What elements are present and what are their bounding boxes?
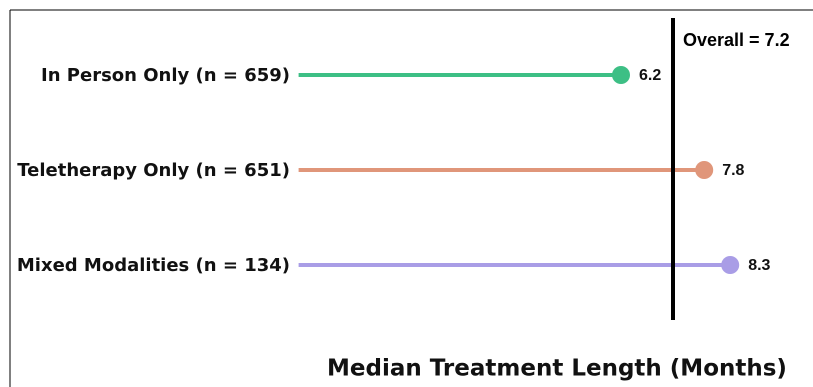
lollipop-dot bbox=[612, 66, 630, 84]
reference-label: Overall = 7.2 bbox=[683, 30, 790, 50]
x-axis-label: Median Treatment Length (Months) bbox=[327, 356, 787, 382]
category-label: In Person Only (n = 659) bbox=[41, 65, 290, 86]
category-label: Mixed Modalities (n = 134) bbox=[17, 255, 290, 276]
value-label: 6.2 bbox=[639, 67, 661, 84]
value-label: 8.3 bbox=[748, 257, 770, 274]
lollipop-dot bbox=[695, 161, 714, 179]
value-label: 7.8 bbox=[722, 162, 744, 179]
category-label: Teletherapy Only (n = 651) bbox=[17, 160, 290, 181]
lollipop-dot bbox=[721, 256, 740, 274]
